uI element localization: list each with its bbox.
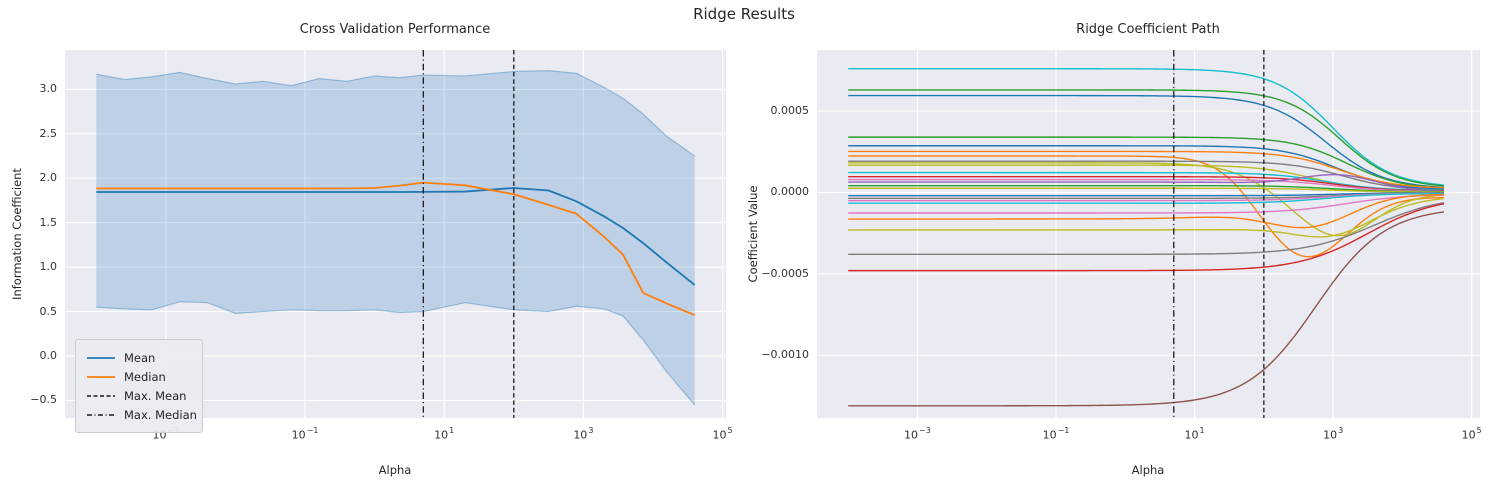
y-tick-label: −0.0005 [761,266,809,280]
left-x-axis-label: Alpha [378,463,412,477]
legend-item-median: Median [86,367,192,386]
figure-title: Ridge Results [693,5,795,23]
legend-label-max-median: Max. Median [124,407,197,422]
right-x-axis-label: Alpha [1131,463,1165,477]
legend-item-max-median: Max. Median [86,405,197,424]
x-tick-label: 101 [1184,426,1205,442]
coefficient-line-22 [848,197,1445,238]
right-y-axis-label: Coefficient Value [746,185,760,283]
y-tick-label: 2.5 [39,126,58,140]
coefficient-line-3 [848,136,1445,189]
x-tick-label: 105 [1461,426,1482,442]
coefficient-line-23 [848,202,1445,256]
coefficient-line-2 [848,94,1445,188]
legend-item-mean: Mean [86,348,192,367]
legend-item-max-mean: Max. Mean [86,386,192,405]
legend-label-mean: Mean [124,350,156,365]
coefficient-line-15 [848,187,1444,193]
y-tick-label: 1.0 [39,260,58,274]
coefficient-line-13 [848,173,1444,192]
median-line [96,181,696,316]
legend-box: Mean Median Max. Mean Max. Median [75,339,203,433]
coefficient-line-1 [848,89,1445,187]
y-tick-label: 3.0 [39,82,58,96]
coefficient-path-title: Ridge Coefficient Path [1076,22,1220,37]
y-tick-label: 0.5 [39,304,58,318]
legend-label-max-mean: Max. Mean [124,388,187,403]
legend-label-median: Median [124,369,166,384]
mean-std-band [96,70,695,405]
x-tick-label: 10−3 [904,426,931,442]
mean-line [96,187,696,286]
coefficient-line-20 [848,194,1444,214]
coefficient-line-25 [848,211,1445,407]
cross-validation-title: Cross Validation Performance [299,22,491,37]
x-tick-label: 10−1 [1042,426,1070,442]
coefficient-line-5 [848,150,1444,189]
x-tick-label: 10−1 [291,426,319,442]
coefficient-line-21 [848,193,1444,229]
coefficient-line-24 [848,203,1445,272]
coefficient-line-19 [848,192,1444,204]
ridge-coefficient-plot [817,50,1480,418]
y-tick-label: 0.0005 [770,104,810,118]
coefficient-line-16 [848,192,1444,197]
y-tick-label: 2.0 [39,171,58,185]
coefficient-line-18 [848,192,1444,202]
x-tick-label: 101 [434,426,455,442]
y-tick-label: 0.0 [39,349,58,363]
median-line-sample [87,375,115,378]
coefficient-line-8 [848,162,1445,237]
coefficient-line-0 [848,68,1445,186]
band-lower-edge [96,301,696,406]
x-tick-label: 103 [1323,426,1344,442]
coefficient-line-10 [848,171,1444,191]
y-tick-label: 1.5 [39,215,58,229]
mean-line-sample [87,356,115,359]
coefficient-line-11 [848,175,1444,192]
coefficient-line-6 [848,155,1444,258]
y-tick-label: −0.5 [30,393,57,407]
y-tick-label: −0.0010 [761,348,809,362]
max-median-dashdot-line-sample [87,413,115,416]
y-tick-label: 0.0000 [770,185,810,199]
coefficient-line-7 [848,160,1444,191]
coefficient-line-14 [848,184,1444,193]
band-upper-edge [96,70,696,157]
x-tick-label: 105 [712,426,733,442]
max-mean-dashed-line-sample [87,394,115,397]
x-tick-label: 103 [573,426,594,442]
coefficient-line-12 [848,178,1444,192]
